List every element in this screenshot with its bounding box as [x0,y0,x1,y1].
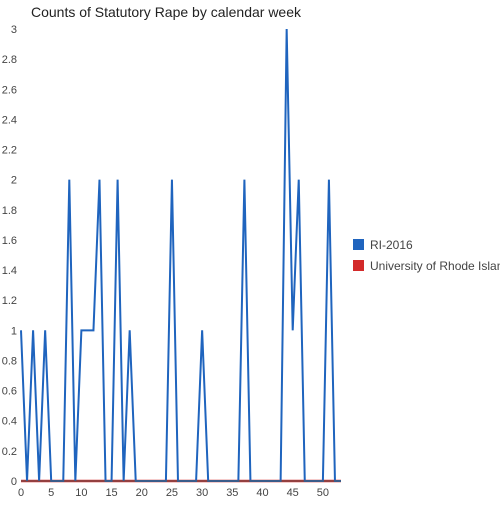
y-tick-label: 1.4 [2,265,17,277]
y-tick-label: 0 [11,476,17,488]
y-tick-label: 0.6 [2,386,17,398]
legend-swatch [353,239,364,250]
y-tick-label: 2.8 [2,54,17,66]
y-tick-label: 1.2 [2,295,17,307]
y-tick-label: 1 [11,325,17,337]
y-tick-label: 0.2 [2,446,17,458]
x-tick-label: 40 [256,487,268,499]
y-tick-label: 3 [11,24,17,36]
x-tick-label: 0 [18,487,24,499]
y-axis-ticks: 0 0.2 0.4 0.6 0.8 1 1.2 1.4 1.6 1.8 2 2.2 2.4 2.6 2.8 3 [2,24,17,488]
series-layer [20,28,341,483]
y-tick-label: 1.6 [2,235,17,247]
legend-label: University of Rhode Island [370,259,500,273]
legend: RI-2016 University of Rhode Island [353,238,500,273]
x-tick-label: 5 [48,487,54,499]
x-tick-label: 20 [136,487,148,499]
x-tick-label: 35 [226,487,238,499]
x-tick-label: 30 [196,487,208,499]
y-tick-label: 2.6 [2,84,17,96]
x-tick-label: 45 [287,487,299,499]
y-tick-label: 1.8 [2,205,17,217]
y-tick-label: 0.8 [2,355,17,367]
y-tick-label: 2 [11,175,17,187]
y-tick-label: 2.4 [2,114,17,126]
x-tick-label: 10 [75,487,87,499]
x-tick-label: 15 [105,487,117,499]
y-tick-label: 0.4 [2,416,17,428]
x-axis-ticks: 0 5 10 15 20 25 30 35 40 45 50 [18,487,329,499]
x-tick-label: 50 [317,487,329,499]
legend-swatch [353,260,364,271]
x-tick-label: 25 [166,487,178,499]
series-line-0 [20,28,341,482]
legend-label: RI-2016 [370,238,413,252]
y-tick-label: 2.2 [2,145,17,157]
chart-title: Counts of Statutory Rape by calendar wee… [31,4,302,20]
